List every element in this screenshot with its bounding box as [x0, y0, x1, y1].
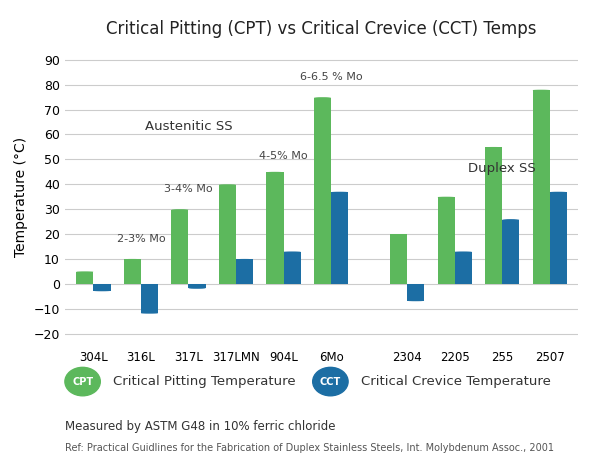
Bar	[331, 192, 348, 284]
Ellipse shape	[485, 147, 502, 148]
Bar	[550, 192, 567, 284]
Bar	[93, 284, 110, 291]
Bar	[76, 272, 93, 284]
Text: 3-4% Mo: 3-4% Mo	[164, 184, 213, 194]
Bar	[455, 252, 472, 284]
Bar	[219, 185, 236, 284]
Ellipse shape	[533, 90, 550, 91]
Title: Critical Pitting (CPT) vs Critical Crevice (CCT) Temps: Critical Pitting (CPT) vs Critical Crevi…	[106, 19, 537, 37]
Bar	[124, 259, 141, 284]
Text: Critical Pitting Temperature: Critical Pitting Temperature	[113, 375, 296, 388]
Bar	[390, 235, 407, 284]
Bar	[502, 219, 519, 284]
Ellipse shape	[219, 184, 236, 185]
Bar	[236, 259, 253, 284]
Ellipse shape	[76, 271, 93, 272]
Bar	[533, 90, 550, 284]
Ellipse shape	[502, 219, 519, 220]
Ellipse shape	[124, 259, 141, 260]
Text: Measured by ASTM G48 in 10% ferric chloride: Measured by ASTM G48 in 10% ferric chlor…	[65, 420, 335, 433]
Ellipse shape	[390, 234, 407, 235]
Y-axis label: Temperature (°C): Temperature (°C)	[14, 137, 28, 257]
Text: Critical Crevice Temperature: Critical Crevice Temperature	[361, 375, 551, 388]
Ellipse shape	[141, 313, 158, 314]
Ellipse shape	[171, 209, 188, 210]
Text: Ref: Practical Guidlines for the Fabrication of Duplex Stainless Steels, Int. Mo: Ref: Practical Guidlines for the Fabrica…	[65, 443, 554, 453]
Text: Duplex SS: Duplex SS	[468, 162, 536, 175]
Text: 6-6.5 % Mo: 6-6.5 % Mo	[300, 72, 362, 82]
Text: 4-5% Mo: 4-5% Mo	[259, 151, 308, 161]
Ellipse shape	[314, 97, 331, 98]
Bar	[314, 98, 331, 284]
Bar	[485, 147, 502, 284]
Text: 2-3% Mo: 2-3% Mo	[117, 234, 165, 244]
Text: CPT: CPT	[72, 376, 93, 387]
Bar	[171, 210, 188, 284]
Text: Austenitic SS: Austenitic SS	[145, 119, 232, 133]
Ellipse shape	[188, 288, 205, 289]
Ellipse shape	[267, 172, 284, 173]
Bar	[267, 172, 284, 284]
Ellipse shape	[284, 251, 301, 252]
Bar	[284, 252, 301, 284]
Bar	[188, 284, 205, 288]
Bar	[141, 284, 158, 313]
Bar	[438, 197, 455, 284]
Text: CCT: CCT	[320, 376, 341, 387]
Ellipse shape	[236, 259, 253, 260]
Ellipse shape	[438, 197, 455, 198]
Ellipse shape	[455, 251, 472, 252]
Bar	[407, 284, 424, 301]
